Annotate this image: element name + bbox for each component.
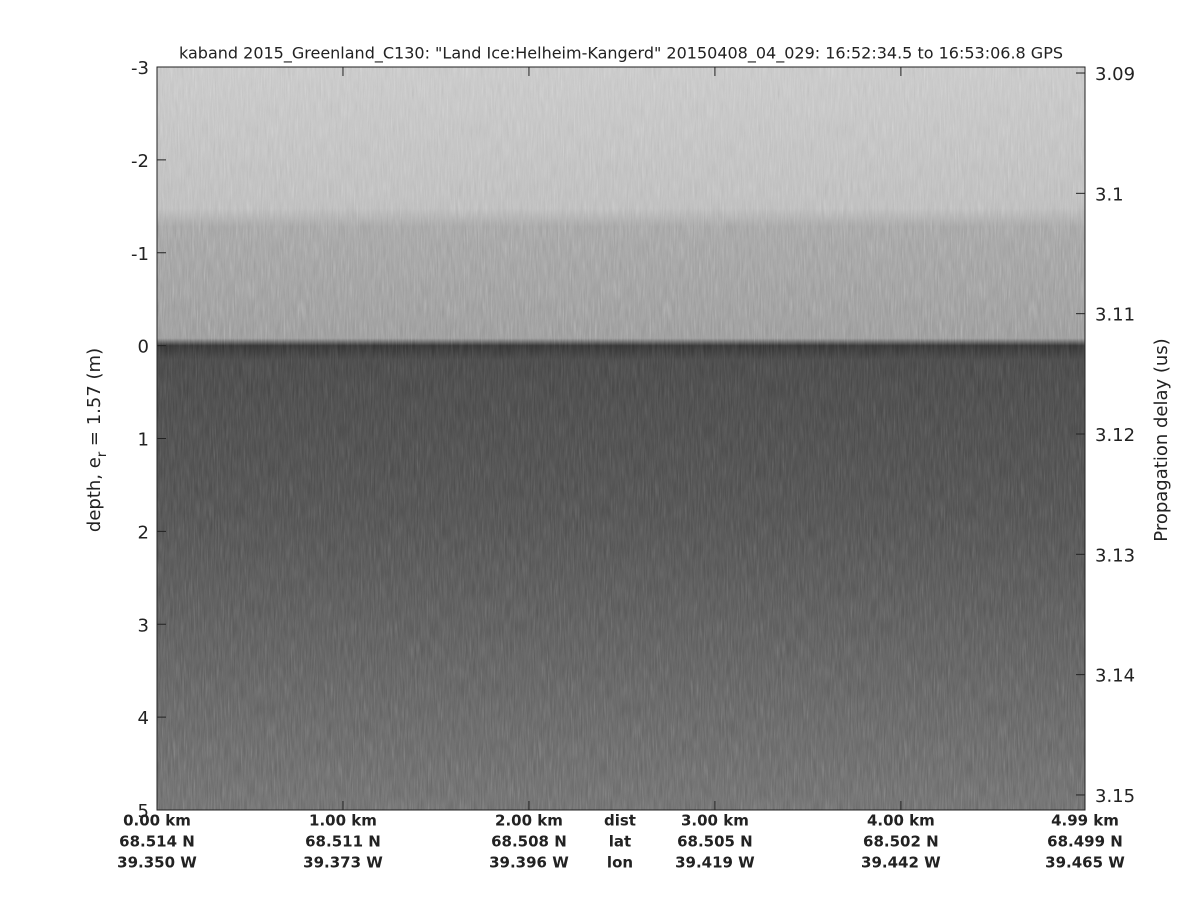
y-tick-label: 5 bbox=[138, 801, 149, 822]
y2-tick-label: 3.1 bbox=[1095, 184, 1124, 205]
x-tick-label: 3.00 km bbox=[681, 812, 749, 830]
y-tick-label: 1 bbox=[138, 430, 149, 451]
x-tick-label: 0.00 km bbox=[123, 812, 191, 830]
y2-tick-label: 3.12 bbox=[1095, 425, 1135, 446]
lon-label: 39.373 W bbox=[303, 854, 383, 872]
lon-label: 39.396 W bbox=[489, 854, 569, 872]
y-label-rest: = 1.57 (m) bbox=[84, 348, 105, 452]
y2-tick-label: 3.13 bbox=[1095, 545, 1135, 566]
lat-label: 68.505 N bbox=[677, 833, 753, 851]
y-tick-label: 4 bbox=[138, 708, 149, 729]
echogram-image bbox=[157, 67, 1085, 810]
y-tick-label: 0 bbox=[138, 337, 149, 358]
y-label-main: depth, e bbox=[84, 457, 105, 532]
x-tick-label: 2.00 km bbox=[495, 812, 563, 830]
row-label: dist bbox=[604, 812, 636, 830]
x-tick-label: 4.99 km bbox=[1051, 812, 1119, 830]
row-label: lon bbox=[607, 854, 633, 872]
echogram-texture bbox=[157, 67, 1085, 810]
lon-label: 39.465 W bbox=[1045, 854, 1125, 872]
y2-tick-label: 3.14 bbox=[1095, 666, 1135, 687]
lat-label: 68.508 N bbox=[491, 833, 567, 851]
y2-tick-label: 3.15 bbox=[1095, 786, 1135, 807]
lon-label: 39.419 W bbox=[675, 854, 755, 872]
y-label-sub: r bbox=[95, 451, 110, 457]
row-label: lat bbox=[609, 833, 631, 851]
y-axis-label: depth, er = 1.57 (m) bbox=[84, 348, 110, 532]
lat-label: 68.502 N bbox=[863, 833, 939, 851]
y-tick-label: -1 bbox=[131, 244, 149, 265]
y-tick-label: -3 bbox=[131, 58, 149, 79]
lat-label: 68.499 N bbox=[1047, 833, 1123, 851]
lat-label: 68.514 N bbox=[119, 833, 195, 851]
chart-title: kaband 2015_Greenland_C130: "Land Ice:He… bbox=[179, 44, 1063, 64]
y2-tick-label: 3.11 bbox=[1095, 305, 1135, 326]
lon-label: 39.350 W bbox=[117, 854, 197, 872]
x-tick-label: 1.00 km bbox=[309, 812, 377, 830]
lat-label: 68.511 N bbox=[305, 833, 381, 851]
y-tick-label: 3 bbox=[138, 615, 149, 636]
y-tick-label: 2 bbox=[138, 522, 149, 543]
y-tick-label: -2 bbox=[131, 151, 149, 172]
y2-tick-label: 3.09 bbox=[1095, 64, 1135, 85]
x-tick-label: 4.00 km bbox=[867, 812, 935, 830]
lon-label: 39.442 W bbox=[861, 854, 941, 872]
y2-axis-label: Propagation delay (us) bbox=[1151, 338, 1172, 541]
